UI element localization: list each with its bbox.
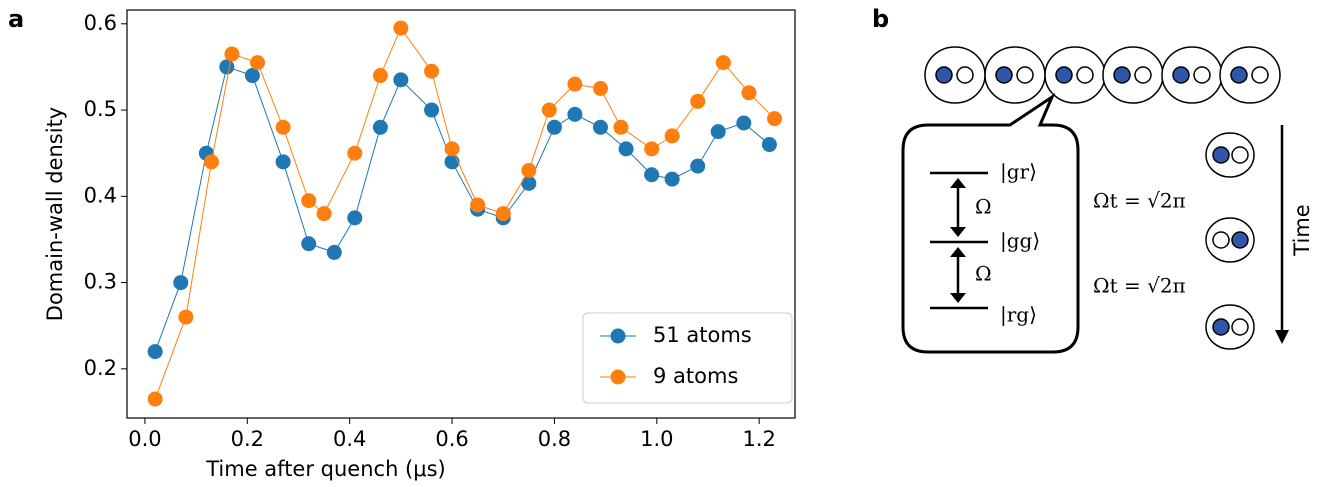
- marker: [592, 80, 608, 96]
- y-axis-label: Domain-wall density: [43, 107, 67, 321]
- x-tick-label: 0.8: [538, 427, 571, 451]
- marker: [347, 210, 363, 226]
- time-label: Time: [1290, 204, 1314, 256]
- y-tick-label: 0.5: [84, 97, 117, 121]
- x-tick-label: 0.0: [128, 427, 161, 451]
- marker: [178, 309, 194, 325]
- panel-label: a: [8, 5, 24, 33]
- x-tick-label: 0.6: [435, 427, 468, 451]
- marker: [521, 175, 537, 191]
- level-label: |rg⟩: [1000, 303, 1037, 328]
- marker: [444, 154, 460, 170]
- marker: [644, 141, 660, 157]
- legend-label: 9 atoms: [653, 364, 738, 388]
- marker: [644, 167, 660, 183]
- marker: [541, 102, 557, 118]
- x-tick-label: 1.0: [640, 427, 673, 451]
- marker: [219, 59, 235, 75]
- marker: [393, 20, 409, 36]
- time-arrowhead: [1275, 330, 1289, 344]
- marker: [613, 119, 629, 135]
- pulse-label: Ωt = √2π: [1093, 274, 1186, 298]
- y-tick-label: 0.2: [84, 356, 117, 380]
- chart: a Time after quench (μs) Domain-wall den…: [8, 5, 796, 481]
- x-tick-label: 0.4: [333, 427, 366, 451]
- marker: [393, 72, 409, 88]
- marker: [741, 85, 757, 101]
- marker: [715, 55, 731, 71]
- marker: [173, 275, 189, 291]
- marker: [275, 154, 291, 170]
- marker: [664, 128, 680, 144]
- marker: [372, 68, 388, 84]
- x-axis-label: Time after quench (μs): [205, 457, 446, 481]
- marker: [618, 141, 634, 157]
- marker: [224, 46, 240, 62]
- y-tick-label: 0.6: [84, 11, 117, 35]
- coupling-label: Ω: [975, 262, 992, 286]
- marker: [326, 244, 342, 260]
- state-pairs: [1205, 132, 1255, 350]
- marker: [761, 137, 777, 153]
- callout: [901, 92, 1080, 354]
- marker: [347, 145, 363, 161]
- marker: [203, 154, 219, 170]
- marker: [710, 124, 726, 140]
- marker: [444, 141, 460, 157]
- plot-frame: [126, 9, 796, 419]
- y-tick-label: 0.3: [84, 270, 117, 294]
- marker: [147, 344, 163, 360]
- legend-marker: [610, 328, 626, 344]
- level-lines: [930, 171, 988, 310]
- marker: [767, 111, 783, 127]
- marker: [424, 102, 440, 118]
- marker: [250, 55, 266, 71]
- marker: [372, 119, 388, 135]
- x-tick-label: 1.2: [742, 427, 775, 451]
- marker: [424, 63, 440, 79]
- marker: [567, 76, 583, 92]
- marker: [546, 119, 562, 135]
- marker: [664, 171, 680, 187]
- marker: [567, 106, 583, 122]
- level-label: |gr⟩: [1000, 160, 1037, 185]
- atom-chain: [924, 46, 1281, 104]
- y-tick-label: 0.4: [84, 183, 117, 207]
- series-line: [154, 66, 770, 352]
- marker: [690, 158, 706, 174]
- panel-label: b: [872, 5, 889, 33]
- marker: [316, 206, 332, 222]
- marker: [470, 197, 486, 213]
- marker: [592, 119, 608, 135]
- marker: [301, 236, 317, 252]
- legend-marker: [610, 369, 626, 385]
- marker: [301, 193, 317, 209]
- marker: [690, 93, 706, 109]
- marker: [147, 391, 163, 407]
- marker: [275, 119, 291, 135]
- arrowheads: [950, 178, 966, 303]
- marker: [521, 162, 537, 178]
- marker: [244, 68, 260, 84]
- pulse-label: Ωt = √2π: [1093, 189, 1186, 213]
- x-tick-label: 0.2: [231, 427, 264, 451]
- marker: [495, 206, 511, 222]
- level-label: |gg⟩: [1000, 229, 1040, 254]
- coupling-label: Ω: [975, 195, 992, 219]
- legend-label: 51 atoms: [653, 323, 752, 347]
- marker: [736, 115, 752, 131]
